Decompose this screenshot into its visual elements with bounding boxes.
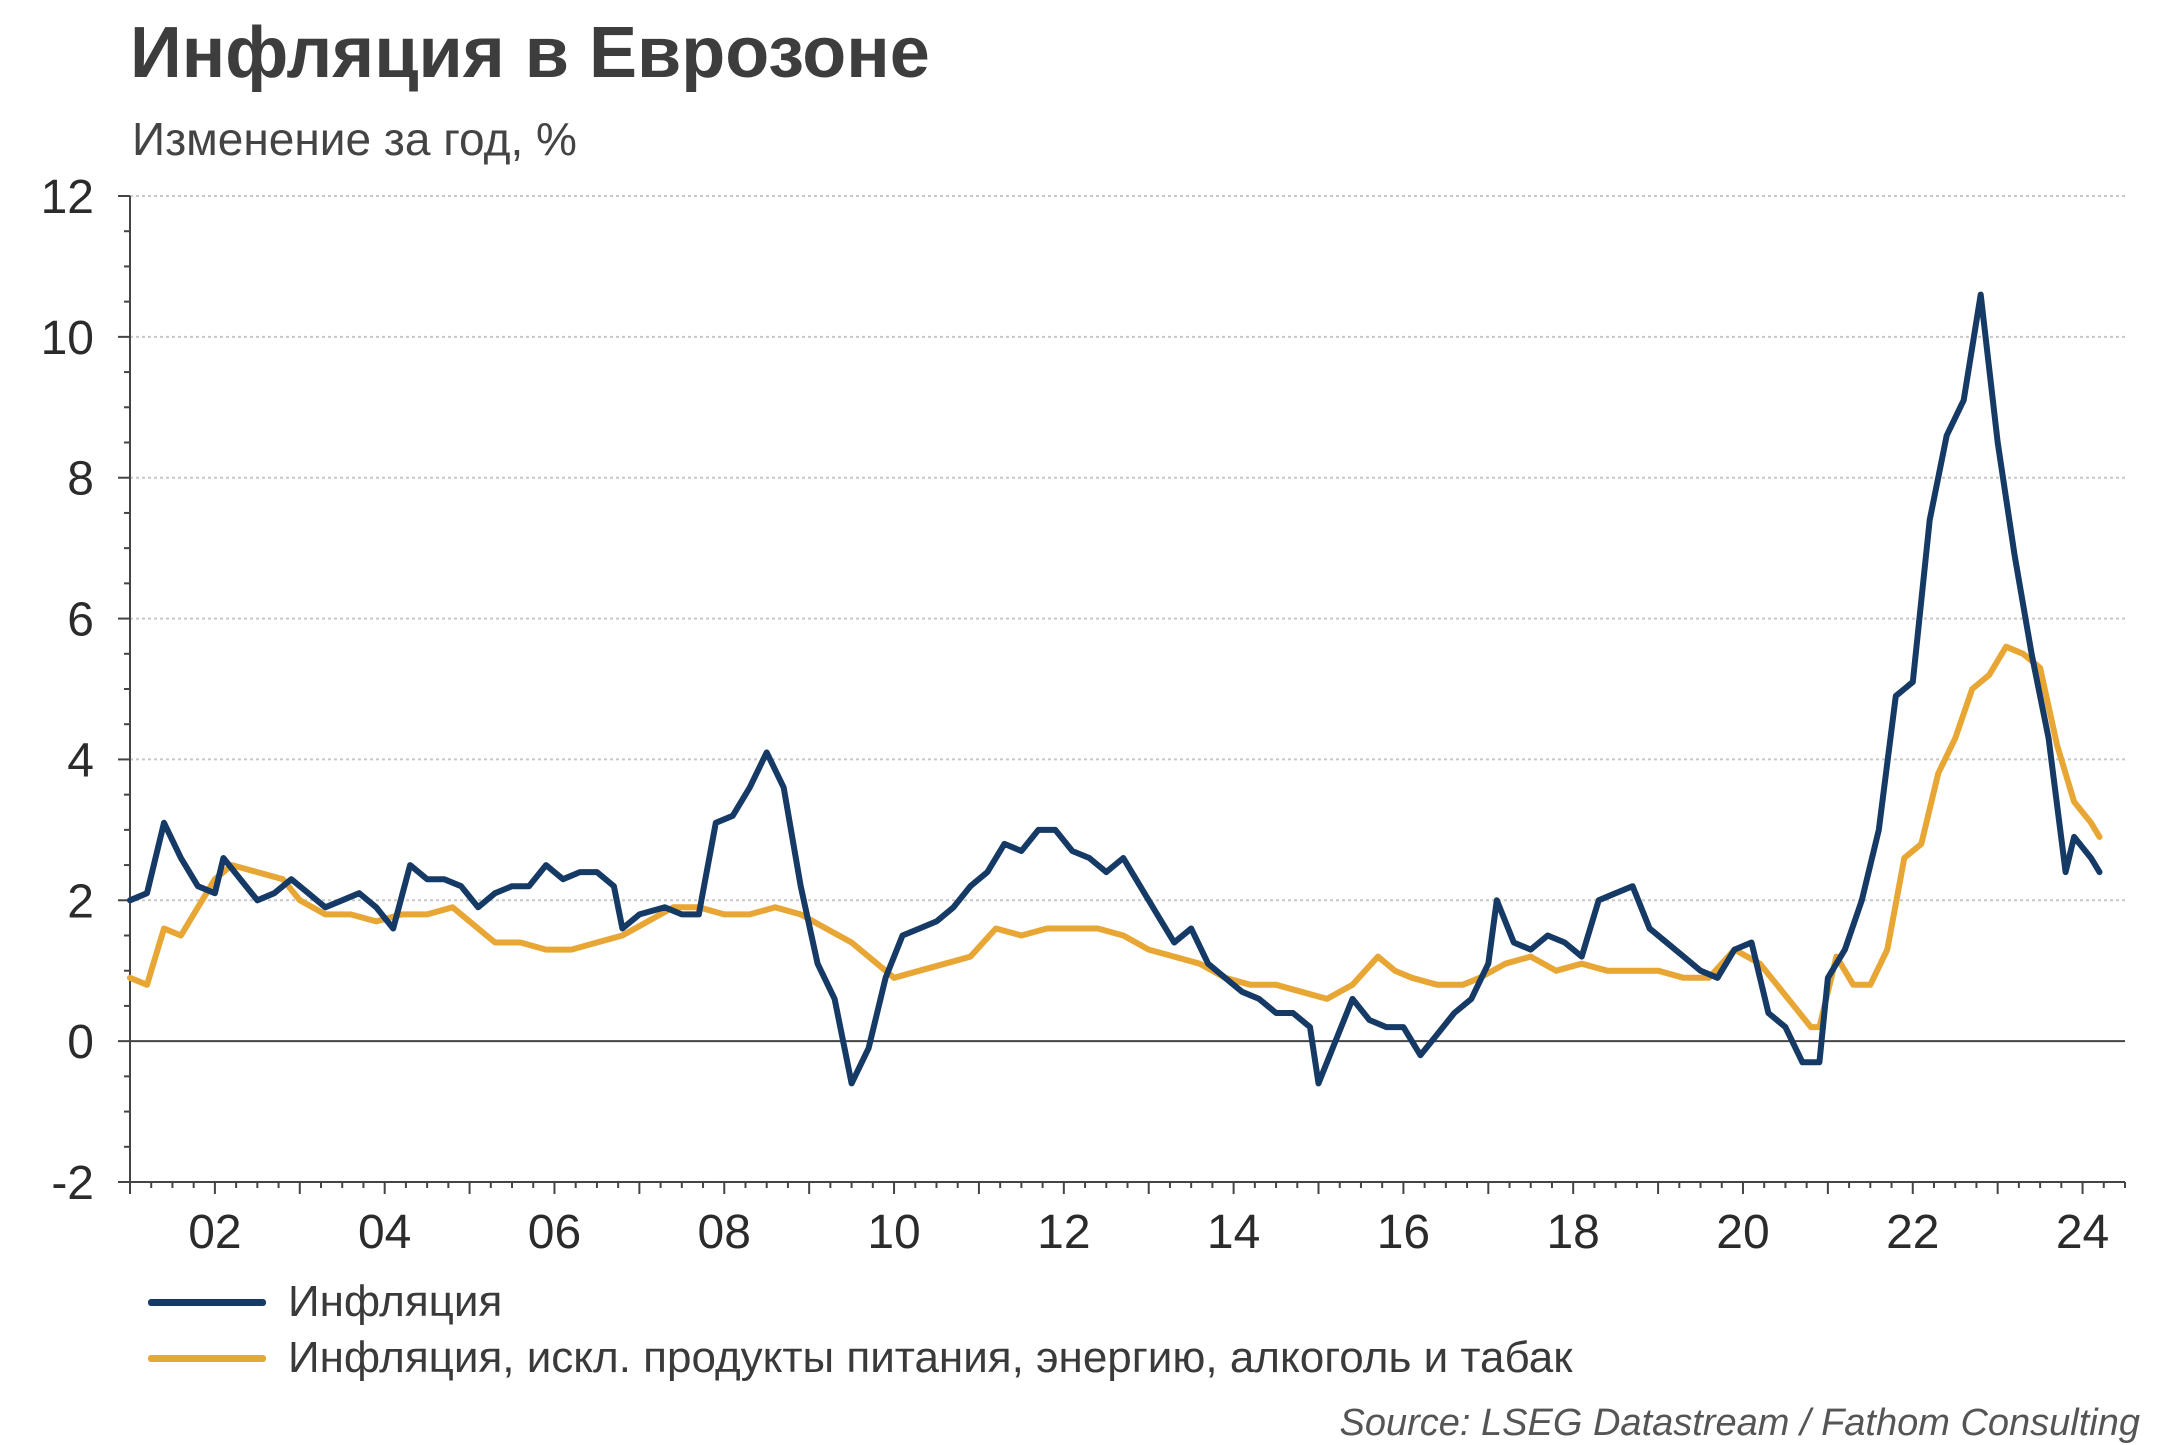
y-tick-label: 10 [41, 312, 94, 365]
legend-item-core-inflation: Инфляция, искл. продукты питания, энерги… [148, 1330, 1572, 1386]
x-tick-label: 06 [528, 1206, 581, 1259]
y-tick-label: -2 [51, 1157, 94, 1210]
x-tick-label: 14 [1207, 1206, 1260, 1259]
legend-swatch-core-inflation [148, 1354, 266, 1362]
series-lines [127, 291, 2103, 1087]
source-note: Source: LSEG Datastream / Fathom Consult… [1339, 1402, 2140, 1444]
y-tick-label: 8 [67, 453, 94, 506]
series-line-inflation [127, 291, 2103, 1087]
x-tick-label: 20 [1716, 1206, 1769, 1259]
x-tick-label: 24 [2056, 1206, 2109, 1259]
legend-label-core-inflation: Инфляция, искл. продукты питания, энерги… [288, 1333, 1573, 1382]
series-line-core-inflation [127, 643, 2103, 1031]
y-tick-label: 12 [41, 171, 94, 224]
y-tick-label: 0 [67, 1016, 94, 1069]
y-tick-label: 6 [67, 594, 94, 647]
x-tick-label: 08 [698, 1206, 751, 1259]
chart-subtitle: Изменение за год, % [132, 113, 577, 165]
y-tick-label: 4 [67, 734, 94, 787]
x-tick-label: 02 [188, 1206, 241, 1259]
legend: Инфляция Инфляция, искл. продукты питани… [148, 1274, 1572, 1386]
legend-swatch-inflation [148, 1298, 266, 1306]
gridlines [130, 195, 2125, 902]
x-tick-label: 04 [358, 1206, 411, 1259]
y-tick-label: 2 [67, 875, 94, 928]
legend-item-inflation: Инфляция [148, 1274, 1572, 1330]
x-tick-label: 18 [1546, 1206, 1599, 1259]
x-tick-label: 16 [1377, 1206, 1430, 1259]
x-tick-label: 22 [1886, 1206, 1939, 1259]
legend-label-inflation: Инфляция [288, 1277, 503, 1326]
x-tick-label: 12 [1037, 1206, 1090, 1259]
page-title: Инфляция в Еврозоне [130, 13, 930, 93]
x-tick-label: 10 [867, 1206, 920, 1259]
